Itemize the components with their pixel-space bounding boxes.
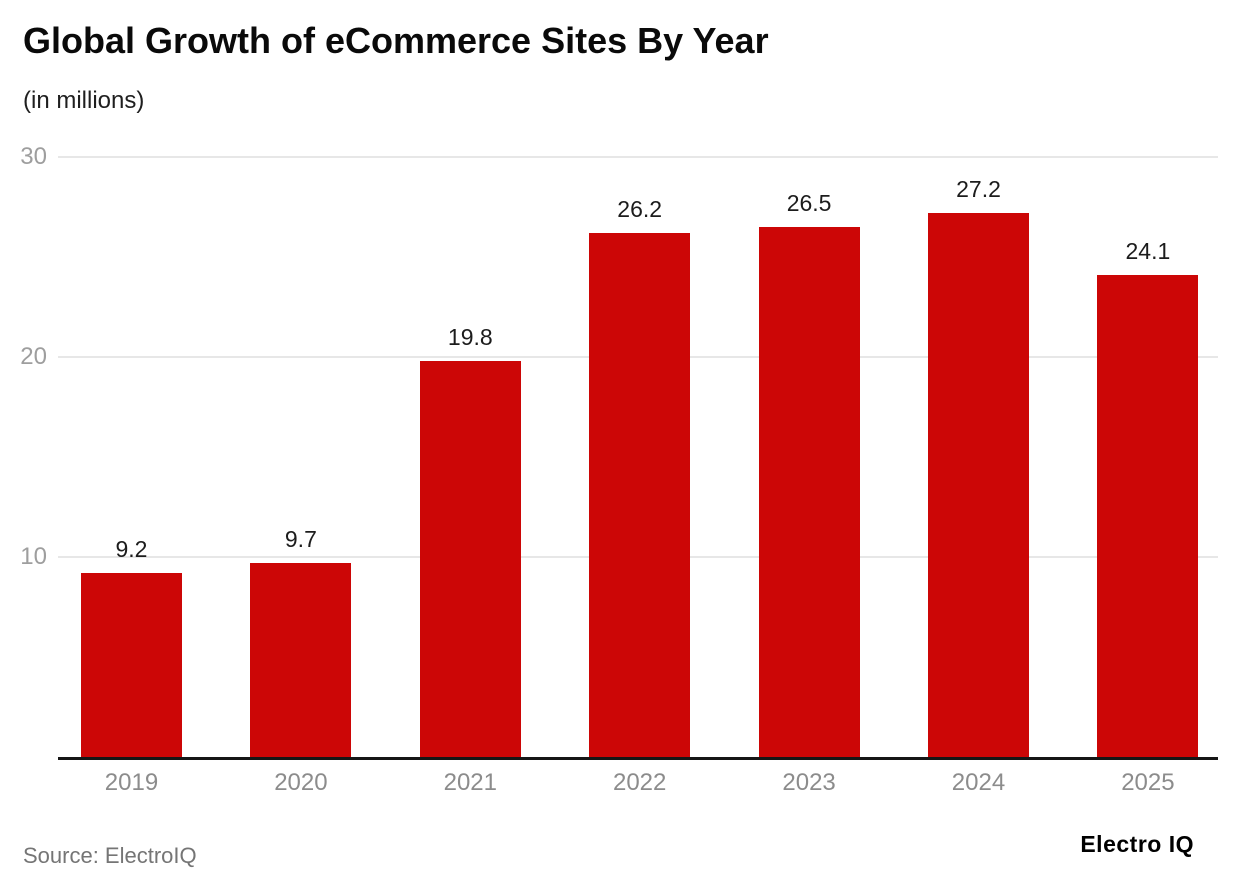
bar-2022 (589, 233, 691, 757)
x-axis-label: 2020 (274, 769, 328, 796)
x-axis-label: 2024 (951, 769, 1006, 796)
x-axis-label: 2021 (443, 769, 497, 796)
y-tick-label: 30 (20, 143, 47, 170)
y-tick-label: 10 (20, 543, 47, 570)
bar-value-label: 9.7 (284, 526, 317, 552)
chart-title: Global Growth of eCommerce Sites By Year (23, 20, 769, 61)
source-text: Source: ElectroIQ (23, 843, 197, 868)
bar-value-label: 26.2 (617, 196, 663, 222)
chart-subtitle: (in millions) (23, 87, 145, 114)
bar-2024 (928, 213, 1029, 757)
x-axis-label: 2025 (1121, 769, 1175, 796)
bar-2019 (81, 573, 182, 757)
bar-value-label: 26.5 (786, 190, 832, 216)
y-tick-label: 20 (20, 343, 47, 370)
x-axis-label: 2019 (104, 769, 159, 796)
x-axis-label: 2023 (782, 769, 836, 796)
x-axis-label: 2022 (612, 769, 667, 796)
bar-value-label: 24.1 (1125, 238, 1171, 264)
bar-2025 (1097, 275, 1199, 757)
bar-value-label: 19.8 (447, 324, 493, 350)
bar-2020 (250, 563, 352, 757)
x-axis-baseline (58, 757, 1218, 760)
bar-2021 (419, 361, 521, 757)
bar-value-label: 27.2 (956, 176, 1001, 202)
bar-2023 (758, 227, 860, 757)
gridline-30 (58, 156, 1218, 158)
brand-logo: Electro IQ (1080, 831, 1194, 857)
bar-value-label: 9.2 (115, 536, 148, 562)
